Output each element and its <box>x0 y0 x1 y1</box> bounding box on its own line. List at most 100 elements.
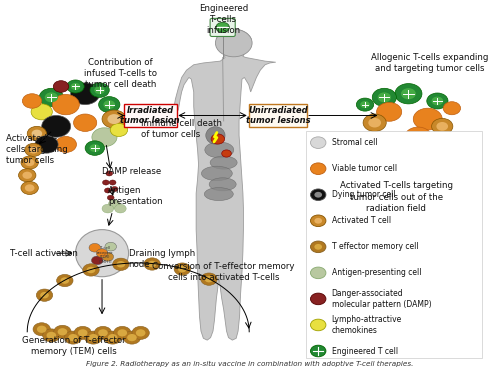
Text: Engineered
T-cells
infusion: Engineered T-cells infusion <box>199 4 248 35</box>
Circle shape <box>86 267 96 273</box>
Circle shape <box>353 196 370 209</box>
Text: Figure 2. Radiotherapy as an in-situ vaccine in combination with adoptive T-cell: Figure 2. Radiotherapy as an in-situ vac… <box>86 361 413 367</box>
Circle shape <box>22 94 42 108</box>
Circle shape <box>67 80 84 93</box>
Circle shape <box>136 329 145 336</box>
Circle shape <box>358 186 368 193</box>
Circle shape <box>395 84 422 104</box>
Circle shape <box>44 92 58 102</box>
Circle shape <box>40 88 64 106</box>
Circle shape <box>363 114 386 131</box>
Ellipse shape <box>205 142 234 158</box>
Circle shape <box>216 29 252 57</box>
Ellipse shape <box>209 178 236 191</box>
Text: Generation of T-effector
memory (TEM) cells: Generation of T-effector memory (TEM) ce… <box>22 336 126 356</box>
Circle shape <box>360 101 370 108</box>
Circle shape <box>427 93 448 109</box>
Circle shape <box>310 241 326 252</box>
Text: Danger-associated
molecular pattern (DAMP): Danger-associated molecular pattern (DAM… <box>332 289 432 309</box>
Circle shape <box>92 128 117 146</box>
Circle shape <box>27 126 46 141</box>
Circle shape <box>78 329 88 336</box>
Circle shape <box>310 137 326 148</box>
Circle shape <box>22 171 32 179</box>
Circle shape <box>310 189 326 201</box>
Circle shape <box>88 334 98 341</box>
Circle shape <box>310 293 326 305</box>
Circle shape <box>21 156 38 169</box>
Text: Engineered T cell: Engineered T cell <box>332 347 398 355</box>
Circle shape <box>108 200 120 209</box>
Circle shape <box>104 331 122 344</box>
Circle shape <box>58 328 68 335</box>
Circle shape <box>90 144 100 152</box>
Circle shape <box>83 264 99 276</box>
Circle shape <box>54 81 68 92</box>
Circle shape <box>314 192 322 198</box>
Circle shape <box>414 108 442 130</box>
Text: Activated T-cells targeting
tumor cells out of the
radiation field: Activated T-cells targeting tumor cells … <box>340 181 453 213</box>
Circle shape <box>105 242 117 251</box>
Circle shape <box>310 267 326 279</box>
Circle shape <box>436 122 448 131</box>
Circle shape <box>46 332 56 339</box>
Circle shape <box>110 180 116 185</box>
Circle shape <box>443 102 460 115</box>
FancyBboxPatch shape <box>306 131 482 358</box>
Circle shape <box>432 96 443 105</box>
Circle shape <box>404 127 431 147</box>
Circle shape <box>222 150 232 157</box>
Text: T-cell
receptor
(TCR)
CMH II: T-cell receptor (TCR) CMH II <box>96 246 113 264</box>
Circle shape <box>384 137 404 152</box>
Text: Antigen
presentation: Antigen presentation <box>108 186 162 206</box>
Circle shape <box>74 326 92 339</box>
Circle shape <box>42 329 60 342</box>
Circle shape <box>40 292 49 298</box>
Circle shape <box>104 100 115 109</box>
Circle shape <box>148 261 156 267</box>
Circle shape <box>366 134 384 147</box>
Circle shape <box>56 275 73 287</box>
Circle shape <box>104 188 111 193</box>
Circle shape <box>96 249 108 258</box>
Circle shape <box>357 199 366 206</box>
Circle shape <box>68 334 78 341</box>
Circle shape <box>25 144 42 156</box>
Circle shape <box>52 95 80 115</box>
Circle shape <box>32 130 42 138</box>
Circle shape <box>372 88 396 106</box>
Text: Allogenic T-cells expanding
and targeting tumor cells: Allogenic T-cells expanding and targetin… <box>372 53 489 73</box>
Circle shape <box>60 277 69 284</box>
Circle shape <box>355 183 372 196</box>
Circle shape <box>399 141 418 155</box>
Circle shape <box>365 161 374 168</box>
Text: Conversion of T-effector memory
cells into activated T-cells: Conversion of T-effector memory cells in… <box>152 262 295 282</box>
Circle shape <box>98 329 108 336</box>
Circle shape <box>432 134 452 148</box>
Ellipse shape <box>76 230 128 277</box>
Ellipse shape <box>204 188 234 201</box>
Circle shape <box>74 114 96 131</box>
Circle shape <box>94 326 112 339</box>
Circle shape <box>37 326 46 333</box>
FancyBboxPatch shape <box>249 103 308 127</box>
Circle shape <box>124 331 140 344</box>
Circle shape <box>64 331 82 344</box>
Circle shape <box>211 134 224 144</box>
Circle shape <box>368 118 381 127</box>
Circle shape <box>54 325 71 338</box>
Circle shape <box>21 181 38 194</box>
Text: Unirradiated
tumor lesions: Unirradiated tumor lesions <box>246 106 310 125</box>
FancyBboxPatch shape <box>210 18 235 36</box>
Circle shape <box>112 258 129 270</box>
Circle shape <box>114 326 131 339</box>
Circle shape <box>310 345 326 357</box>
Circle shape <box>310 163 326 174</box>
Circle shape <box>144 258 160 270</box>
Circle shape <box>102 110 126 128</box>
Circle shape <box>85 141 104 155</box>
Circle shape <box>35 136 58 153</box>
Circle shape <box>84 331 102 344</box>
Circle shape <box>201 273 217 285</box>
Circle shape <box>102 180 110 185</box>
